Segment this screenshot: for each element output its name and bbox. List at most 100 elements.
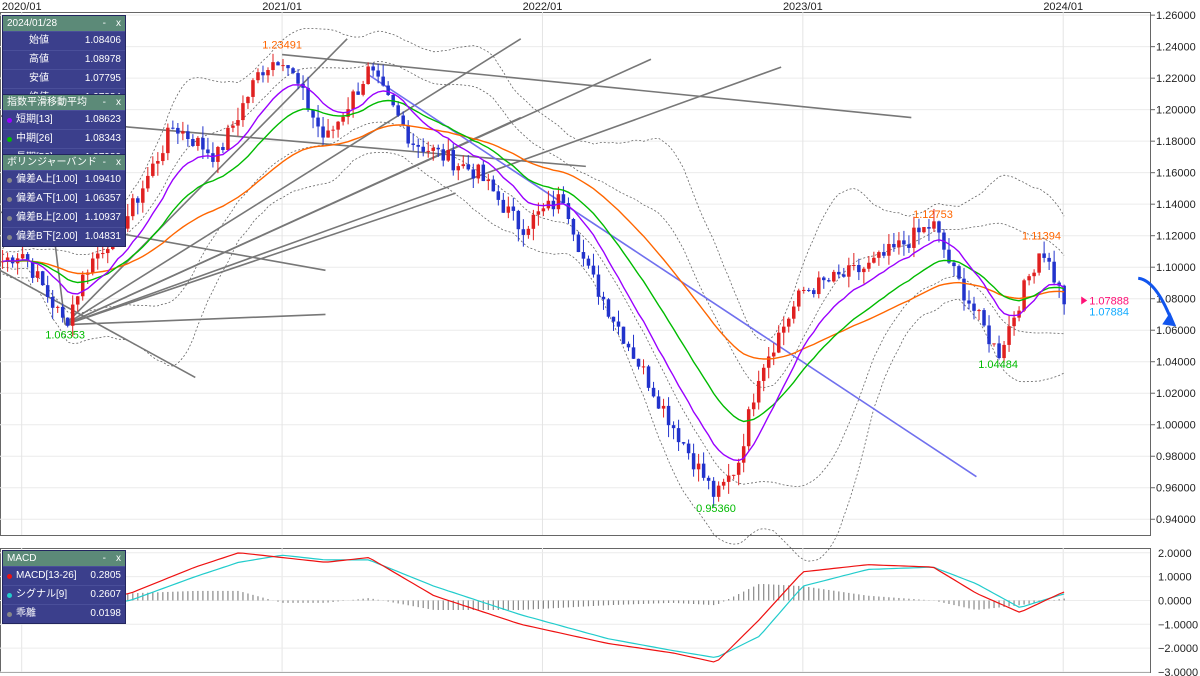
bollinger-label: 偏差A下[1.00] [16,193,78,204]
close-icon[interactable]: x [116,18,121,29]
candle-body [456,166,461,171]
bollinger-panel-header[interactable]: ボリンジャーバンド - x [3,155,125,170]
candle-body [146,175,150,189]
candle-body [766,356,771,368]
candle-body [356,91,360,95]
candle-body [847,265,851,277]
candle-body [947,249,951,263]
bollinger-panel[interactable]: ボリンジャーバンド - x 偏差A上[1.00] 1.09410 偏差A下[1.0… [2,154,126,247]
candle-body [681,442,686,444]
minimize-icon[interactable]: - [102,157,106,168]
candle-body [917,227,921,233]
band-dot-icon [7,177,12,183]
bollinger-value: 1.04831 [84,231,121,242]
candle-body [321,126,325,138]
candle-body [521,229,526,235]
candle-body [902,240,906,245]
ma-row: 短期[13] 1.08623 [3,110,125,129]
candle-body [381,76,385,86]
minimize-icon[interactable]: - [102,553,106,564]
x-tick-label: 2023/01 [783,1,823,13]
candle-body [95,253,100,259]
candle-body [776,332,781,353]
candle-body [671,425,676,429]
candle-body [857,265,861,273]
candle-body [436,147,440,150]
close-icon[interactable]: x [116,157,121,168]
candle-body [606,299,611,317]
x-tick-label: 2021/01 [262,1,302,13]
minimize-icon[interactable]: - [102,18,106,29]
candle-body [241,103,245,121]
band-b-lower [2,152,1065,562]
candle-body [216,147,220,162]
candle-body [511,206,516,211]
candle-body [311,109,315,118]
candle-body [701,463,706,478]
x-tick-label: 2024/01 [1043,1,1083,13]
candle-body [421,146,425,152]
candle-body [40,271,45,286]
macd-row: MACD[13-26] 0.2805 [3,566,125,585]
candle-body [35,271,40,278]
minimize-icon[interactable]: - [102,97,106,108]
short-ma-dot-icon [7,117,12,123]
signal-dot-icon [7,592,12,598]
candle-body [596,274,601,297]
y-tick-label: 0.98000 [1156,451,1196,463]
candle-body [326,130,330,138]
candle-body [561,194,566,204]
ma-value: 1.08623 [84,114,121,125]
candle-body [20,254,25,259]
macd-value: 0.0198 [90,608,121,619]
candle-body [892,243,896,248]
y-tick-label: 1.12000 [1156,231,1196,243]
candle-body [932,221,936,229]
macd-plot-frame [0,548,1151,673]
macd-panel[interactable]: MACD - x MACD[13-26] 0.2805 シグナル[9] 0.2607… [2,550,126,624]
price-annotation: 1.04484 [978,359,1018,371]
fan-trendline [64,66,782,326]
candle-body [566,203,571,220]
y-tick-label: 0.94000 [1156,514,1196,526]
ohlc-panel-header[interactable]: 2024/01/28 - x [3,16,125,31]
price-annotation: 1.07888 [1089,295,1129,307]
candle-body [571,219,576,235]
macd-label: シグナル[9] [16,589,68,600]
candles [0,53,1066,507]
candle-body [982,310,986,326]
candle-body [5,257,10,262]
close-icon[interactable]: x [116,97,121,108]
ohlc-date: 2024/01/28 [7,18,58,29]
ma-panel-header[interactable]: 指数平滑移動平均 - x [3,95,125,110]
y-tick-label: 1.10000 [1156,262,1196,274]
macd-panel-header[interactable]: MACD - x [3,551,125,566]
candle-body [556,194,561,210]
candle-body [641,366,646,368]
candle-body [271,62,275,71]
ohlc-label: 安値 [29,73,49,84]
price-annotation: 1.23491 [262,40,302,52]
close-icon[interactable]: x [116,553,121,564]
candle-body [807,289,811,291]
macd-dot-icon [7,573,12,579]
bollinger-panel-title: ボリンジャーバンド [7,157,97,168]
candle-body [922,227,926,233]
support-trendline [0,269,196,379]
bollinger-label: 偏差B下[2.00] [16,231,78,242]
candle-body [156,161,160,164]
candle-body [616,321,621,327]
bollinger-row: 偏差B下[2.00] 1.04831 [3,227,125,246]
y-tick-label: 1.08000 [1156,294,1196,306]
candle-body [131,198,135,217]
candle-body [60,306,65,318]
candle-body [296,73,300,84]
candle-body [751,402,756,410]
candle-body [481,164,486,182]
signal-line [2,554,1065,658]
candle-body [937,221,941,233]
main-plot-frame [0,12,1151,536]
candle-body [45,285,50,297]
macd-lines [2,552,1065,663]
